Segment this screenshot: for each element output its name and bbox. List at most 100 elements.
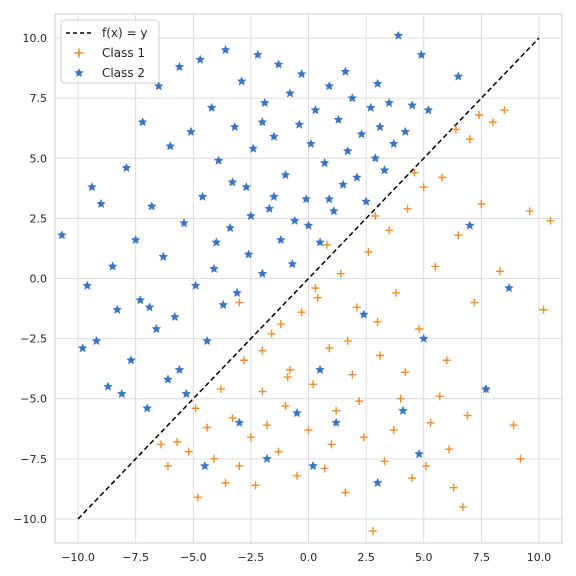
class-1-point [458, 502, 467, 511]
class-2-point [269, 191, 279, 201]
class-2-point [91, 335, 102, 346]
class-2-point [144, 302, 155, 312]
class-1-point [415, 324, 424, 333]
class-1-point [442, 356, 451, 365]
class-2-point [158, 251, 169, 262]
class-2-point [146, 201, 157, 211]
class-1-point [246, 433, 255, 442]
class-2-point [257, 117, 268, 127]
class-1-point [203, 423, 212, 432]
class-2-point [372, 78, 383, 88]
class-1-point [235, 462, 244, 471]
class-1-point [470, 298, 479, 307]
class-2-point [142, 403, 153, 413]
class-2-point [163, 374, 173, 384]
class-2-point [361, 196, 371, 206]
identity-line [77, 37, 540, 520]
class-2-point [423, 105, 434, 115]
class-2-point [82, 280, 93, 290]
class-2-point [248, 143, 259, 153]
class-2-point [481, 383, 491, 394]
reference-line [77, 37, 540, 520]
class-2-point [280, 169, 291, 180]
class-2-point [328, 206, 339, 216]
class-2-point [342, 145, 353, 156]
class-2-point [186, 126, 196, 136]
x-tick-label: −5.0 [180, 551, 207, 564]
class-1-point [373, 317, 382, 326]
class-2-point [197, 191, 208, 201]
class-2-point [151, 323, 162, 334]
class-2-point [218, 299, 229, 310]
class-2-point [379, 165, 390, 175]
class-1-point [463, 411, 472, 420]
class-2-point [246, 210, 256, 221]
y-tick-label: −2.5 [20, 333, 47, 346]
class-2-point [209, 263, 219, 274]
class-2-point [289, 215, 300, 225]
class-1-point [341, 488, 350, 497]
class-1-point [475, 110, 484, 119]
class-2-point [77, 343, 88, 353]
class-2-point [407, 100, 418, 110]
class-2-point [264, 203, 275, 213]
class-2-point [135, 295, 146, 305]
class-1-point [355, 397, 364, 406]
class-2-point [232, 287, 242, 298]
class-1-point [191, 404, 200, 413]
class-2-point [333, 114, 344, 124]
class-1-point [258, 346, 267, 355]
class-2-point [375, 121, 385, 132]
class-1-point [509, 421, 518, 430]
class-2-point [206, 102, 217, 112]
class-1-point [276, 320, 285, 329]
class-1-point [239, 356, 248, 365]
class-1-point [419, 183, 428, 192]
y-tick-label: −5.0 [20, 393, 47, 406]
x-tick-label: 7.5 [473, 551, 491, 564]
class-1-point [297, 308, 306, 317]
x-tick-label: −7.5 [122, 551, 149, 564]
class-2-point [269, 131, 279, 141]
class-1-point [477, 199, 486, 208]
class-1-point [375, 351, 384, 360]
class-2-point [292, 408, 302, 418]
class-1-point [445, 445, 454, 454]
class-2-point [262, 453, 272, 463]
class-1-point [184, 447, 193, 456]
class-1-point [403, 204, 412, 213]
class-1-point [309, 380, 318, 389]
class-1-point [228, 413, 237, 422]
class-2-point [315, 237, 325, 247]
class-1-point [283, 373, 292, 382]
class-1-point [263, 421, 272, 430]
class-1-point [495, 267, 504, 276]
class-1-point [546, 216, 555, 225]
class-1-point [311, 284, 320, 293]
class-2-point [213, 155, 224, 165]
class-2-point [416, 49, 427, 60]
class-2-point [229, 121, 240, 132]
class-2-point [275, 234, 286, 245]
class-1-point [267, 329, 276, 338]
class-2-point [174, 61, 185, 72]
class-1-point [516, 454, 525, 463]
class-1-point [465, 135, 474, 144]
class-1-point [216, 385, 225, 394]
class-2-point [301, 194, 312, 204]
class-1-point [451, 125, 460, 134]
legend: f(x) = y Class 1 Class 2 [60, 19, 160, 84]
legend-plus-marker [74, 48, 84, 58]
y-tick-label: 5.0 [30, 152, 48, 165]
class-2-point [202, 335, 212, 346]
class-1-point [539, 305, 548, 314]
class-1-point [488, 118, 497, 127]
class-2-point [107, 261, 118, 271]
class-2-point [414, 448, 424, 459]
class-2-point [384, 97, 395, 108]
class-1-point [426, 418, 435, 427]
class-1-point [281, 401, 290, 410]
class-2-point [372, 477, 383, 488]
class-2-point [352, 172, 362, 182]
